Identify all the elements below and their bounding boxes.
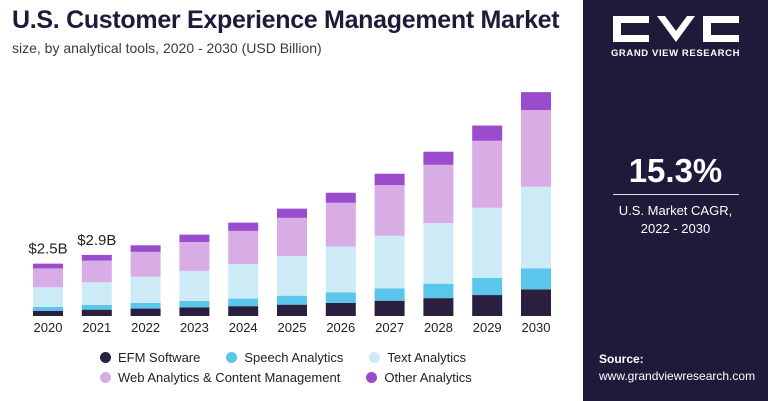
bar-segment-text-analytics-2028 bbox=[423, 223, 454, 284]
side-panel: GRAND VIEW RESEARCH 15.3% U.S. Market CA… bbox=[583, 0, 768, 401]
x-tick-label: 2021 bbox=[82, 320, 111, 335]
chart-title: U.S. Customer Experience Management Mark… bbox=[12, 6, 560, 34]
bar-segment-web-analytics-content-management-2021 bbox=[81, 260, 112, 283]
x-tick-label: 2020 bbox=[34, 320, 63, 335]
data-label: $2.9B bbox=[77, 232, 116, 249]
bar-segment-speech-analytics-2025 bbox=[277, 295, 307, 305]
bar-segment-web-analytics-content-management-2028 bbox=[423, 164, 454, 224]
bar-segment-efm-software-2025 bbox=[277, 304, 307, 316]
legend-label: Other Analytics bbox=[384, 369, 472, 385]
bar-segment-efm-software-2020 bbox=[33, 310, 63, 316]
legend-swatch bbox=[366, 371, 378, 383]
x-tick-label: 2022 bbox=[131, 320, 160, 335]
bar-segment-other-analytics-2023 bbox=[179, 234, 210, 243]
bar-segment-text-analytics-2024 bbox=[228, 264, 259, 299]
cagr-value: 15.3% bbox=[628, 152, 723, 189]
x-tick-label: 2023 bbox=[180, 320, 209, 335]
cagr-label: U.S. Market CAGR, 2022 - 2030 bbox=[583, 202, 768, 238]
bar-segment-text-analytics-2022 bbox=[130, 276, 161, 303]
bar-segment-other-analytics-2026 bbox=[325, 192, 356, 203]
x-tick-label: 2030 bbox=[522, 320, 551, 335]
bar-segment-other-analytics-2025 bbox=[277, 208, 307, 218]
legend-row: Web Analytics & Content Management Other … bbox=[100, 367, 540, 387]
x-tick-label: 2029 bbox=[473, 320, 502, 335]
bar-segment-text-analytics-2025 bbox=[277, 256, 307, 296]
bar-segment-other-analytics-2028 bbox=[423, 151, 454, 165]
cagr-label-line2: 2022 - 2030 bbox=[640, 221, 711, 236]
chart-subtitle: size, by analytical tools, 2020 - 2030 (… bbox=[12, 40, 322, 56]
x-tick-label: 2024 bbox=[229, 320, 258, 335]
brand-name: GRAND VIEW RESEARCH bbox=[610, 48, 741, 59]
bar-segment-speech-analytics-2024 bbox=[228, 298, 259, 307]
legend-label: Speech Analytics bbox=[244, 349, 344, 365]
bar-segment-speech-analytics-2023 bbox=[179, 300, 210, 308]
legend-label: Text Analytics bbox=[387, 349, 467, 365]
bar-segment-speech-analytics-2027 bbox=[374, 288, 405, 301]
bar-segment-efm-software-2030 bbox=[521, 289, 551, 316]
bar-segment-web-analytics-content-management-2026 bbox=[325, 202, 356, 247]
legend-swatch bbox=[100, 351, 111, 363]
bar-segment-text-analytics-2020 bbox=[33, 287, 63, 307]
bar-segment-web-analytics-content-management-2030 bbox=[521, 110, 551, 187]
bar-segment-text-analytics-2021 bbox=[81, 282, 112, 305]
bar-segment-speech-analytics-2028 bbox=[423, 283, 454, 299]
bar-segment-efm-software-2029 bbox=[472, 295, 503, 316]
bar-segment-text-analytics-2027 bbox=[374, 235, 405, 289]
source-link[interactable]: www.grandviewresearch.com bbox=[599, 369, 756, 383]
bar-segment-web-analytics-content-management-2024 bbox=[228, 230, 259, 265]
bar-segment-web-analytics-content-management-2022 bbox=[130, 251, 161, 277]
cagr-divider bbox=[613, 194, 739, 195]
bar-segment-speech-analytics-2021 bbox=[81, 304, 112, 310]
bar-segment-web-analytics-content-management-2027 bbox=[374, 185, 405, 236]
bar-segment-efm-software-2028 bbox=[423, 298, 454, 316]
bar-segment-other-analytics-2027 bbox=[374, 173, 405, 186]
legend-item: Web Analytics & Content Management bbox=[100, 370, 340, 385]
legend-item: EFM Software bbox=[100, 350, 200, 365]
x-tick-label: 2026 bbox=[326, 320, 355, 335]
bar-segment-efm-software-2026 bbox=[325, 302, 356, 316]
bar-segment-other-analytics-2021 bbox=[81, 254, 112, 261]
bar-segment-speech-analytics-2020 bbox=[33, 306, 63, 311]
bar-segment-speech-analytics-2026 bbox=[325, 292, 356, 303]
bar-segment-other-analytics-2029 bbox=[472, 125, 503, 141]
x-tick-label: 2027 bbox=[375, 320, 404, 335]
bar-segment-efm-software-2024 bbox=[228, 306, 259, 316]
chart-legend: EFM Software Speech Analytics Text Analyti… bbox=[100, 347, 540, 387]
legend-label: Web Analytics & Content Management bbox=[118, 369, 341, 385]
cagr-label-line1: U.S. Market CAGR, bbox=[618, 203, 733, 218]
x-tick-label: 2028 bbox=[424, 320, 453, 335]
bar-segment-web-analytics-content-management-2025 bbox=[277, 217, 307, 256]
bar-segment-speech-analytics-2030 bbox=[521, 268, 551, 290]
bar-segment-other-analytics-2022 bbox=[130, 245, 161, 252]
bar-segment-web-analytics-content-management-2029 bbox=[472, 140, 503, 208]
legend-swatch bbox=[100, 371, 111, 383]
legend-label: EFM Software bbox=[118, 349, 201, 365]
bar-segment-efm-software-2027 bbox=[374, 300, 405, 316]
bar-segment-other-analytics-2024 bbox=[228, 222, 259, 231]
bar-segment-efm-software-2022 bbox=[130, 308, 161, 316]
legend-item: Text Analytics bbox=[369, 350, 466, 365]
bar-segment-speech-analytics-2029 bbox=[472, 278, 503, 296]
bar-segment-efm-software-2021 bbox=[81, 309, 112, 316]
brand-logo-icon bbox=[613, 16, 739, 42]
data-label: $2.5B bbox=[28, 241, 67, 258]
bar-segment-other-analytics-2030 bbox=[521, 92, 551, 111]
bar-segment-efm-software-2023 bbox=[179, 307, 210, 316]
bar-segment-text-analytics-2029 bbox=[472, 207, 503, 279]
legend-swatch bbox=[369, 351, 381, 363]
legend-item: Other Analytics bbox=[366, 369, 472, 385]
bar-segment-web-analytics-content-management-2023 bbox=[179, 242, 210, 271]
bar-segment-text-analytics-2023 bbox=[179, 270, 210, 301]
bar-segment-speech-analytics-2022 bbox=[130, 302, 161, 309]
x-tick-label: 2025 bbox=[278, 320, 307, 335]
legend-swatch bbox=[226, 351, 238, 363]
legend-item: Speech Analytics bbox=[226, 350, 343, 365]
bar-segment-other-analytics-2020 bbox=[33, 263, 63, 269]
stacked-bar-chart: 2020 $2.5B 2021 $2.9B 2022 2023 2024 2025 2026 20… bbox=[28, 92, 551, 335]
source-label: Source: bbox=[599, 352, 644, 366]
bar-segment-web-analytics-content-management-2020 bbox=[33, 268, 63, 288]
bar-segment-text-analytics-2030 bbox=[521, 186, 551, 269]
legend-row: EFM Software Speech Analytics Text Analyti… bbox=[100, 347, 540, 367]
bar-segment-text-analytics-2026 bbox=[325, 246, 356, 293]
